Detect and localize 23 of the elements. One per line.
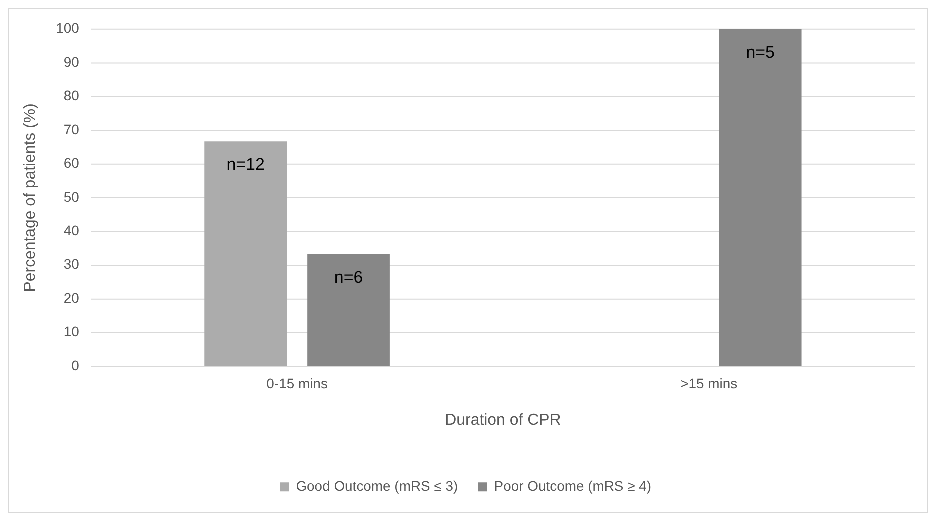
y-tick-label: 80 [64, 88, 80, 104]
y-tick-label: 40 [64, 222, 80, 239]
y-tick-label: 20 [64, 290, 80, 306]
annotation: n=6 [334, 268, 364, 287]
x-tick-label: >15 mins [680, 376, 738, 392]
legend-label: Good Outcome (mRS ≤ 3) [296, 478, 458, 494]
y-tick-label: 70 [64, 121, 80, 138]
x-tick-label: 0-15 mins [266, 376, 328, 392]
bar [308, 254, 390, 366]
x-axis-title: Duration of CPR [445, 412, 562, 430]
y-tick-label: 90 [64, 54, 80, 70]
y-tick-label: 50 [64, 188, 80, 205]
y-tick-label: 0 [72, 357, 80, 374]
y-tick-label: 100 [56, 20, 80, 36]
y-tick-label: 60 [64, 155, 80, 172]
annotation: n=5 [746, 42, 775, 62]
y-tick-label: 10 [64, 324, 80, 340]
legend-label: Poor Outcome (mRS ≥ 4) [494, 478, 652, 494]
y-tick-label: 30 [64, 256, 80, 272]
bar [204, 142, 287, 366]
bar [719, 29, 802, 366]
annotation: n=12 [226, 155, 265, 174]
y-axis-title: Percentage of patients (%) [22, 104, 39, 292]
